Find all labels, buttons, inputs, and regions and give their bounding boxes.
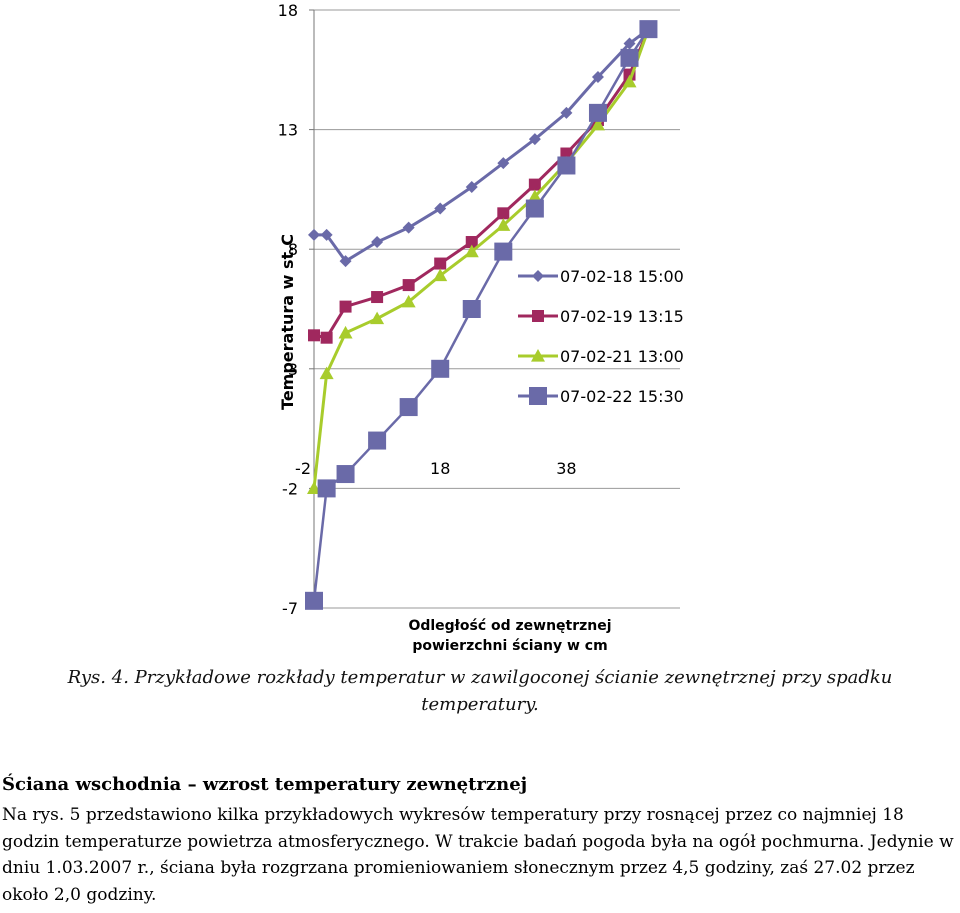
legend-label: 07-02-22 15:30 (560, 387, 684, 406)
section-paragraph: Na rys. 5 przedstawiono kilka przykładow… (2, 805, 954, 905)
data-point-diamond (339, 255, 352, 268)
data-point-triangle (527, 189, 542, 203)
data-point-diamond (623, 37, 636, 50)
data-point-big-square (336, 465, 355, 484)
series-line-0 (314, 27, 650, 263)
legend-item-2: 07-02-21 13:00 (518, 347, 684, 366)
data-point-square (465, 236, 478, 249)
section-heading: Ściana wschodnia – wzrost temperatury ze… (2, 774, 528, 795)
series-0 (308, 23, 655, 268)
data-point-triangle (531, 349, 545, 362)
x-tick-label: -2 (295, 459, 311, 478)
temperature-chart: 18 13 8 3 -2 -7 -2 18 38 07-02-18 15:00 07-02-19 … (278, 1, 684, 654)
data-point-square (371, 291, 384, 304)
figure-caption: Rys. 4. Przykładowe rozkłady temperatur … (67, 667, 893, 715)
x-tick-label: 18 (430, 459, 450, 478)
data-point-big-square (639, 20, 658, 39)
data-point-diamond (560, 106, 573, 119)
data-point-diamond (371, 236, 384, 249)
data-point-triangle (464, 244, 479, 258)
y-tick-label: 8 (288, 240, 298, 259)
legend-item-3: 07-02-22 15:30 (518, 387, 684, 406)
y-tick-label: 3 (288, 360, 298, 379)
data-point-diamond (591, 70, 604, 83)
data-point-big-square (462, 300, 481, 318)
data-point-triangle (433, 268, 448, 282)
data-point-square (532, 310, 544, 322)
data-point-triangle (307, 481, 321, 494)
y-tick-label: -2 (282, 479, 298, 498)
x-tick-label: 38 (556, 459, 576, 478)
series-2 (307, 22, 656, 494)
data-point-triangle (338, 325, 353, 339)
data-point-diamond (465, 181, 478, 194)
data-point-square (528, 178, 541, 191)
data-point-big-square (399, 398, 418, 417)
data-point-triangle (401, 294, 416, 308)
data-point-big-square (588, 103, 607, 122)
data-point-square (434, 257, 447, 270)
series-line-2 (312, 28, 650, 489)
data-point-diamond (434, 202, 447, 215)
x-axis-label-line2: powierzchni ściany w cm (412, 638, 607, 654)
y-axis-label: Temperatura w st.C (278, 234, 297, 410)
legend-item-0: 07-02-18 15:00 (518, 267, 684, 286)
data-point-big-square (368, 431, 387, 450)
chart-legend: 07-02-18 15:00 07-02-19 13:15 07-02-21 13:… (518, 267, 684, 406)
data-point-square (497, 207, 510, 220)
data-point-big-square (494, 242, 513, 261)
data-point-triangle (496, 218, 511, 231)
data-point-big-square (620, 48, 639, 67)
x-axis-label-line1: Odległość od zewnętrznej (408, 618, 611, 634)
data-point-big-square (529, 387, 547, 405)
y-tick-label: -7 (282, 599, 298, 618)
data-point-big-square (317, 479, 336, 498)
data-point-big-square (431, 359, 450, 378)
data-point-square (339, 300, 352, 313)
data-point-triangle (370, 311, 385, 325)
data-point-triangle (590, 117, 605, 131)
legend-item-1: 07-02-19 13:15 (518, 307, 684, 326)
data-point-diamond (320, 228, 333, 241)
data-point-triangle (319, 366, 334, 380)
data-point-diamond (528, 133, 541, 146)
data-point-diamond (308, 228, 320, 241)
legend-label: 07-02-19 13:15 (560, 307, 684, 326)
data-point-big-square (557, 156, 576, 175)
data-point-big-square (525, 199, 544, 218)
y-tick-label: 13 (278, 121, 298, 140)
legend-label: 07-02-18 15:00 (560, 267, 684, 286)
data-point-square (308, 329, 320, 342)
legend-label: 07-02-21 13:00 (560, 347, 684, 366)
data-point-triangle (622, 74, 637, 88)
series-3 (305, 20, 658, 610)
data-point-big-square (305, 591, 323, 610)
chart-series (305, 20, 658, 610)
y-tick-label: 18 (278, 1, 298, 20)
data-point-diamond (497, 157, 510, 170)
chart-axes: 18 13 8 3 -2 -7 -2 18 38 (278, 1, 577, 618)
data-point-square (402, 279, 415, 292)
data-point-diamond (532, 270, 544, 282)
data-point-diamond (402, 221, 415, 234)
data-point-square (320, 331, 333, 344)
